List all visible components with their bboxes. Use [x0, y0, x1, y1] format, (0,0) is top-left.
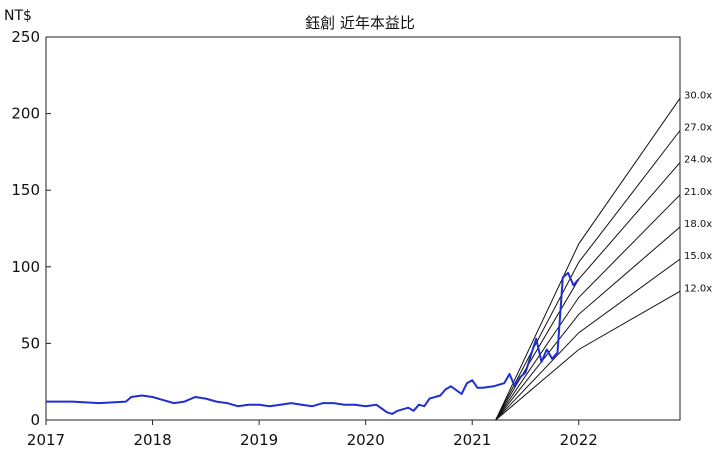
- y-tick-label: 50: [21, 334, 40, 352]
- x-tick-label: 2021: [453, 431, 491, 449]
- pe-band-label: 21.0x: [684, 187, 712, 198]
- pe-band-line: [495, 98, 681, 421]
- pe-bands: [495, 98, 681, 421]
- y-tick-label: 200: [11, 105, 40, 123]
- y-axis-unit: NT$: [4, 8, 32, 24]
- y-tick-label: 0: [30, 411, 40, 429]
- x-tick-label: 2019: [240, 431, 278, 449]
- pe-band-label: 30.0x: [684, 90, 712, 101]
- y-tick-label: 150: [11, 181, 40, 199]
- price-series: [46, 271, 580, 415]
- x-axis: 2017 2018 2019 2020 2021 2022: [27, 420, 598, 449]
- y-axis: 0 50 100 150 200 250: [11, 28, 51, 429]
- pe-band-line: [495, 258, 681, 421]
- pe-band-line: [495, 194, 681, 421]
- pe-band-label: 24.0x: [684, 155, 712, 166]
- pe-band-line: [495, 130, 681, 421]
- pe-band-line: [495, 226, 681, 421]
- plot-frame: [45, 36, 681, 421]
- price-line: [46, 271, 580, 415]
- pe-band-labels: 30.0x 27.0x 24.0x 21.0x 18.0x 15.0x 12.0x: [684, 90, 712, 294]
- pe-band-line: [495, 290, 681, 421]
- x-tick-label: 2022: [560, 431, 598, 449]
- x-tick-label: 2017: [27, 431, 65, 449]
- y-tick-label: 100: [11, 258, 40, 276]
- pe-band-label: 18.0x: [684, 219, 712, 230]
- x-tick-label: 2020: [347, 431, 385, 449]
- x-tick-label: 2018: [133, 431, 171, 449]
- pe-band-label: 27.0x: [684, 122, 712, 133]
- pe-band-label: 12.0x: [684, 283, 712, 294]
- pe-band-line: [495, 162, 681, 421]
- chart-title: 鈺創 近年本益比: [305, 14, 415, 32]
- pe-band-label: 15.0x: [684, 251, 712, 262]
- y-tick-label: 250: [11, 28, 40, 46]
